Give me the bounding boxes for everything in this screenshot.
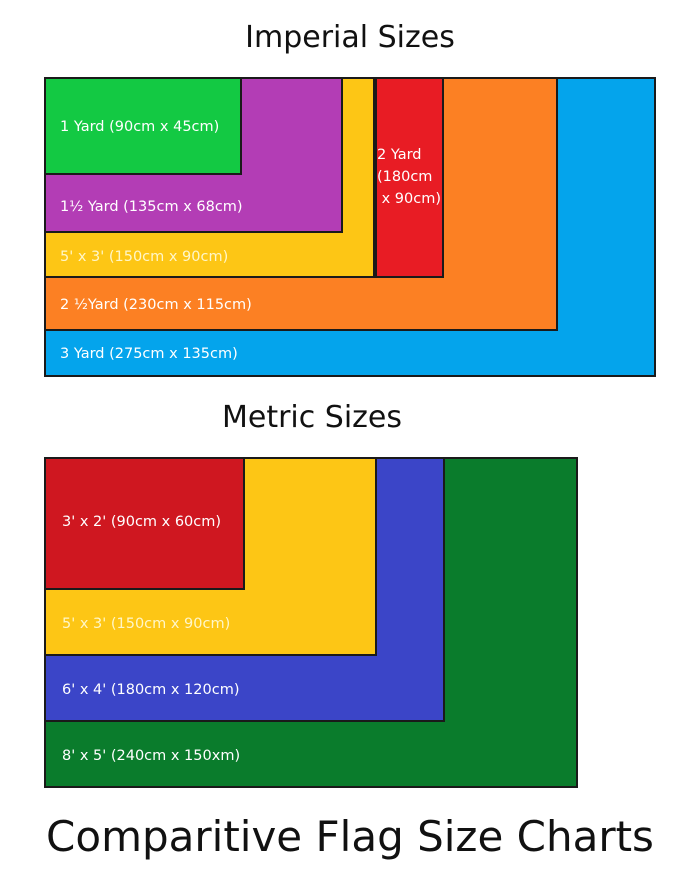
label-2-yard-line: x 90cm) [377,191,442,207]
label-1-yard: 1 Yard (90cm x 45cm) [60,119,220,135]
imperial-title: Imperial Sizes [245,20,455,55]
size-box-2-yard [375,77,444,278]
size-box-3x2 [44,457,245,590]
label-1-half-yard: 1½ Yard (135cm x 68cm) [60,199,243,215]
label-2-yard-line: (180cm [377,169,433,185]
label-2-half-yard: 2 ½Yard (230cm x 115cm) [60,297,252,313]
label-6x4: 6' x 4' (180cm x 120cm) [62,682,240,698]
size-box-1-yard [44,77,242,175]
label-3x2: 3' x 2' (90cm x 60cm) [62,514,222,530]
label-5x3: 5' x 3' (150cm x 90cm) [60,249,229,265]
footer-title: Comparitive Flag Size Charts [46,812,654,861]
label-8x5: 8' x 5' (240cm x 150xm) [62,748,241,764]
label-5x3-metric: 5' x 3' (150cm x 90cm) [62,616,231,632]
metric-title: Metric Sizes [221,400,402,435]
label-3-yard: 3 Yard (275cm x 135cm) [60,346,238,362]
label-2-yard: 2 Yard (180cm x 90cm) [377,144,441,210]
label-2-yard-line: 2 Yard [377,147,422,163]
